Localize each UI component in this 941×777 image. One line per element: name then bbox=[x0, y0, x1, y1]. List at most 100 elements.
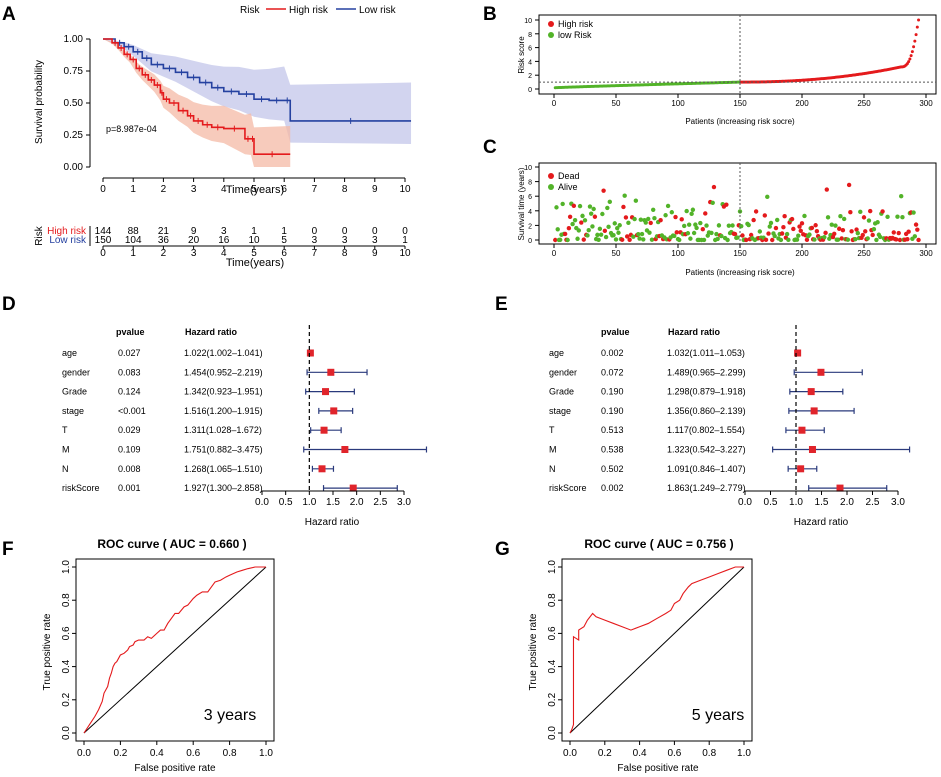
survival-point-dead bbox=[711, 184, 717, 190]
survival-point-dead bbox=[762, 213, 767, 218]
survival-point-alive bbox=[716, 223, 722, 228]
km-survival-plot: Risk High risk Low risk p=8.987e-04 Surv… bbox=[34, 5, 397, 269]
forest-d-hr-box bbox=[306, 349, 314, 357]
survival-point-alive bbox=[841, 216, 847, 222]
survival-status-y-tick-label: 8 bbox=[528, 180, 532, 187]
risk-table-cell: 10 bbox=[248, 235, 260, 246]
survival-status-y-tick-label: 4 bbox=[528, 209, 532, 216]
survival-point-alive bbox=[622, 193, 627, 198]
forest-e-row-hr: 1.032(1.011–1.053) bbox=[667, 348, 745, 358]
forest-e-hr-box bbox=[817, 368, 825, 376]
survival-legend-dead: Dead bbox=[558, 171, 580, 181]
survival-point-alive bbox=[636, 231, 641, 237]
survival-point-dead bbox=[799, 221, 805, 226]
km-y-tick-label: 0.25 bbox=[64, 130, 84, 141]
forest-d-row-name: age bbox=[62, 348, 77, 358]
km-x-tick-label: 0 bbox=[100, 184, 106, 195]
risk-score-plot: Risk score Patients (increasing risk soc… bbox=[517, 19, 795, 126]
risk-score-legend-low: low Risk bbox=[558, 30, 592, 40]
forest-d-x-tick-label: 2.0 bbox=[350, 497, 364, 508]
km-ylabel: Survival probability bbox=[34, 60, 45, 144]
risk-table-cell: 0 bbox=[402, 226, 408, 237]
survival-point-dead bbox=[894, 237, 899, 242]
roc-g-y-tick-label: 0.6 bbox=[547, 626, 558, 640]
survival-point-alive bbox=[853, 237, 858, 242]
survival-point-dead bbox=[797, 224, 802, 229]
km-low-risk-confidence-band bbox=[103, 39, 412, 144]
survival-status-x-tick-label: 50 bbox=[612, 249, 621, 258]
risk-table-low-label: Low risk bbox=[49, 235, 87, 246]
risk-score-x-tick-label: 0 bbox=[552, 99, 557, 108]
risk-table-cell: 3 bbox=[221, 226, 227, 237]
forest-e-row-hr: 1.323(0.542–3.227) bbox=[667, 445, 746, 455]
survival-point-dead bbox=[553, 237, 558, 243]
forest-e-hr-box bbox=[810, 407, 818, 415]
risk-table-cell: 3 bbox=[312, 235, 318, 246]
risk-table-x-tick-label: 4 bbox=[221, 248, 227, 259]
survival-point-alive bbox=[565, 237, 570, 243]
forest-e-row-pvalue: 0.002 bbox=[601, 483, 624, 493]
forest-e-row-name: gender bbox=[549, 367, 577, 377]
forest-e-row-name: stage bbox=[549, 406, 571, 416]
survival-point-alive bbox=[646, 216, 651, 222]
forest-d-x-tick-label: 1.0 bbox=[302, 497, 316, 508]
risk-score-point-high bbox=[915, 25, 919, 29]
km-x-tick-label: 2 bbox=[161, 184, 167, 195]
survival-point-dead bbox=[627, 237, 632, 242]
roc-f-x-tick-label: 0.8 bbox=[223, 748, 237, 759]
forest-e-pvalue-header: pvalue bbox=[601, 327, 630, 337]
km-y-tick-label: 0.00 bbox=[64, 162, 84, 173]
survival-point-alive bbox=[757, 229, 763, 234]
survival-point-alive bbox=[595, 232, 600, 238]
risk-table-cell: 21 bbox=[158, 226, 170, 237]
forest-d-hr-box bbox=[318, 465, 326, 473]
survival-point-alive bbox=[807, 232, 812, 237]
survival-point-alive bbox=[693, 222, 698, 227]
survival-point-alive bbox=[875, 220, 880, 225]
survival-point-dead bbox=[740, 233, 745, 238]
forest-e-row-hr: 1.863(1.249–2.779) bbox=[667, 483, 746, 493]
roc-f-title: ROC curve ( AUC = 0.660 ) bbox=[97, 537, 246, 551]
survival-point-dead bbox=[648, 220, 653, 226]
risk-score-point-high bbox=[910, 50, 914, 54]
roc-f-x-tick-label: 0.0 bbox=[77, 748, 91, 759]
survival-point-alive bbox=[725, 237, 730, 243]
survival-point-alive bbox=[570, 221, 575, 227]
survival-point-alive bbox=[827, 236, 832, 241]
risk-table-x-tick-label: 5 bbox=[251, 248, 257, 259]
panel-label-g: G bbox=[495, 539, 510, 560]
risk-score-y-tick-label: 10 bbox=[524, 18, 532, 25]
survival-point-alive bbox=[684, 208, 689, 214]
survival-point-alive bbox=[865, 236, 870, 241]
survival-point-dead bbox=[623, 215, 629, 220]
forest-e-row-hr: 1.091(0.846–1.407) bbox=[667, 464, 746, 474]
survival-point-dead bbox=[860, 232, 865, 238]
survival-point-dead bbox=[915, 227, 920, 232]
roc-g-y-tick-label: 1.0 bbox=[547, 560, 558, 574]
km-y-tick-label: 1.00 bbox=[64, 34, 84, 45]
survival-point-alive bbox=[637, 236, 642, 241]
risk-table-xlabel: Time(years) bbox=[226, 257, 284, 269]
risk-score-point-high bbox=[914, 33, 918, 37]
roc-f-y-tick-label: 0.2 bbox=[61, 692, 72, 706]
forest-d-row-pvalue: 0.124 bbox=[118, 387, 141, 397]
survival-point-dead bbox=[782, 214, 787, 219]
km-y-tick-label: 0.75 bbox=[64, 66, 84, 77]
survival-point-dead bbox=[861, 215, 867, 220]
roc-g-x-tick-label: 1.0 bbox=[737, 748, 751, 759]
survival-point-alive bbox=[746, 222, 751, 228]
survival-point-alive bbox=[796, 233, 801, 238]
risk-score-point-high bbox=[913, 39, 917, 43]
survival-point-dead bbox=[753, 209, 759, 214]
forest-d-row-name: stage bbox=[62, 406, 84, 416]
forest-d-row-hr: 1.022(1.002–1.041) bbox=[184, 348, 263, 358]
survival-point-dead bbox=[849, 229, 854, 234]
risk-table-cell: 0 bbox=[342, 226, 348, 237]
roc-g-x-tick-label: 0.2 bbox=[598, 748, 612, 759]
risk-table-cell: 1 bbox=[251, 226, 257, 237]
forest-e-hr-box bbox=[807, 388, 815, 396]
survival-point-dead bbox=[870, 232, 875, 238]
survival-status-ylabel: Survival time (years) bbox=[517, 167, 526, 240]
forest-e-row-pvalue: 0.502 bbox=[601, 464, 624, 474]
